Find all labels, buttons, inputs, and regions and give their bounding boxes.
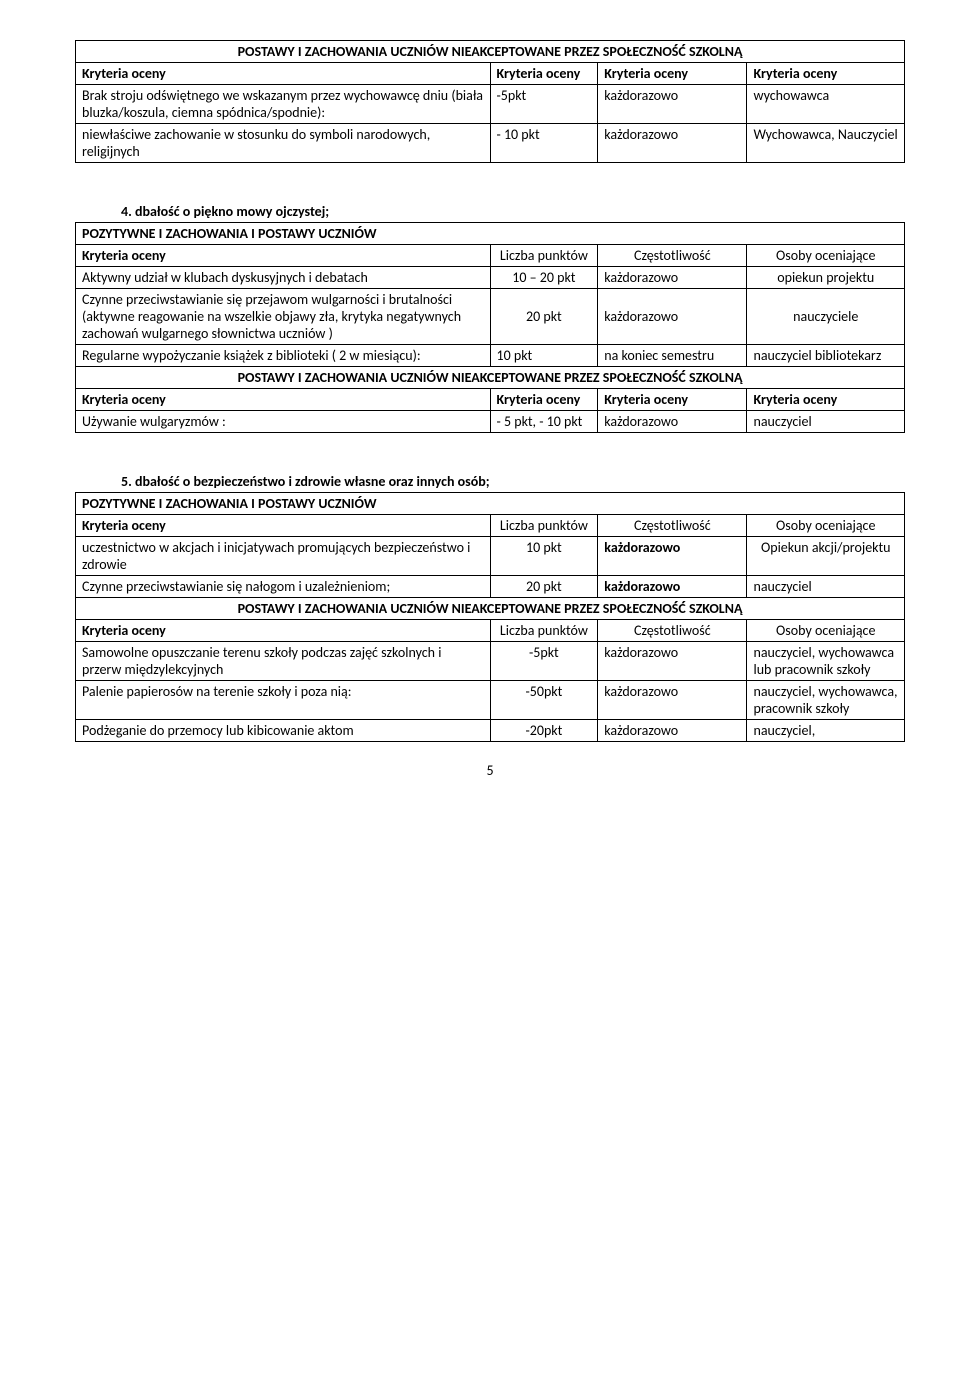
cell: Częstotliwość xyxy=(598,245,747,267)
table-row: Brak stroju odświętnego we wskazanym prz… xyxy=(76,85,905,124)
table1-h2: Kryteria oceny xyxy=(490,63,598,85)
cell: Kryteria oceny xyxy=(76,389,491,411)
table1-title: POSTAWY I ZACHOWANIA UCZNIÓW NIEAKCEPTOW… xyxy=(76,41,905,63)
cell: Opiekun akcji/projektu xyxy=(747,537,905,576)
cell: Osoby oceniające xyxy=(747,245,905,267)
cell: Liczba punktów xyxy=(490,620,598,642)
cell: -5pkt xyxy=(490,85,598,124)
cell: Czynne przeciwstawianie się nałogom i uz… xyxy=(76,576,491,598)
table-row: niewłaściwe zachowanie w stosunku do sym… xyxy=(76,124,905,163)
cell: Kryteria oceny xyxy=(76,245,491,267)
cell: - 10 pkt xyxy=(490,124,598,163)
section4-neg-title: POSTAWY I ZACHOWANIA UCZNIÓW NIEAKCEPTOW… xyxy=(76,367,905,389)
cell: Osoby oceniające xyxy=(747,620,905,642)
cell: na koniec semestru xyxy=(598,345,747,367)
cell: Częstotliwość xyxy=(598,515,747,537)
cell: każdorazowo xyxy=(598,681,747,720)
cell: nauczyciele xyxy=(747,289,905,345)
table1-h4: Kryteria oceny xyxy=(747,63,905,85)
cell: Kryteria oceny xyxy=(598,389,747,411)
cell: niewłaściwe zachowanie w stosunku do sym… xyxy=(76,124,491,163)
table-row: Palenie papierosów na terenie szkoły i p… xyxy=(76,681,905,720)
table-row: Aktywny udział w klubach dyskusyjnych i … xyxy=(76,267,905,289)
cell: każdorazowo xyxy=(598,537,747,576)
cell: Kryteria oceny xyxy=(490,389,598,411)
cell: 20 pkt xyxy=(490,289,598,345)
cell: Regularne wypożyczanie książek z bibliot… xyxy=(76,345,491,367)
cell: nauczyciel xyxy=(747,411,905,433)
table1-h3: Kryteria oceny xyxy=(598,63,747,85)
cell: Palenie papierosów na terenie szkoły i p… xyxy=(76,681,491,720)
table-row: Regularne wypożyczanie książek z bibliot… xyxy=(76,345,905,367)
cell: 10 – 20 pkt xyxy=(490,267,598,289)
cell: Brak stroju odświętnego we wskazanym prz… xyxy=(76,85,491,124)
cell: opiekun projektu xyxy=(747,267,905,289)
cell: 10 pkt xyxy=(490,537,598,576)
table1-negative: POSTAWY I ZACHOWANIA UCZNIÓW NIEAKCEPTOW… xyxy=(75,40,905,163)
cell: Liczba punktów xyxy=(490,245,598,267)
table-row: uczestnictwo w akcjach i inicjatywach pr… xyxy=(76,537,905,576)
cell: nauczyciel xyxy=(747,576,905,598)
table1-h1: Kryteria oceny xyxy=(76,63,491,85)
cell: każdorazowo xyxy=(598,576,747,598)
cell: nauczyciel, wychowawca, pracownik szkoły xyxy=(747,681,905,720)
cell: Kryteria oceny xyxy=(76,620,491,642)
cell: -20pkt xyxy=(490,720,598,742)
cell: Wychowawca, Nauczyciel xyxy=(747,124,905,163)
table-row: Czynne przeciwstawianie się przejawom wu… xyxy=(76,289,905,345)
cell: każdorazowo xyxy=(598,289,747,345)
cell: każdorazowo xyxy=(598,124,747,163)
cell: uczestnictwo w akcjach i inicjatywach pr… xyxy=(76,537,491,576)
cell: -50pkt xyxy=(490,681,598,720)
cell: 10 pkt xyxy=(490,345,598,367)
cell: Kryteria oceny xyxy=(747,389,905,411)
cell: nauczyciel bibliotekarz xyxy=(747,345,905,367)
cell: Podżeganie do przemocy lub kibicowanie a… xyxy=(76,720,491,742)
cell: Aktywny udział w klubach dyskusyjnych i … xyxy=(76,267,491,289)
cell: Czynne przeciwstawianie się przejawom wu… xyxy=(76,289,491,345)
section4-table: POZYTYWNE I ZACHOWANIA I POSTAWY UCZNIÓW… xyxy=(75,222,905,433)
table-row: Czynne przeciwstawianie się nałogom i uz… xyxy=(76,576,905,598)
cell: -5pkt xyxy=(490,642,598,681)
cell: każdorazowo xyxy=(598,411,747,433)
cell: Używanie wulgaryzmów : xyxy=(76,411,491,433)
cell: nauczyciel, wychowawca lub pracownik szk… xyxy=(747,642,905,681)
cell: Liczba punktów xyxy=(490,515,598,537)
table-row: Podżeganie do przemocy lub kibicowanie a… xyxy=(76,720,905,742)
section5-neg-title: POSTAWY I ZACHOWANIA UCZNIÓW NIEAKCEPTOW… xyxy=(76,598,905,620)
cell: Kryteria oceny xyxy=(76,515,491,537)
cell: Samowolne opuszczanie terenu szkoły podc… xyxy=(76,642,491,681)
cell: każdorazowo xyxy=(598,267,747,289)
table-row: Samowolne opuszczanie terenu szkoły podc… xyxy=(76,642,905,681)
section4-pos-title: POZYTYWNE I ZACHOWANIA I POSTAWY UCZNIÓW xyxy=(76,223,905,245)
cell: 20 pkt xyxy=(490,576,598,598)
section4-heading: 4. dbałość o piękno mowy ojczystej; xyxy=(115,203,905,220)
table-row: Używanie wulgaryzmów : - 5 pkt, - 10 pkt… xyxy=(76,411,905,433)
cell: każdorazowo xyxy=(598,85,747,124)
section5-table: POZYTYWNE I ZACHOWANIA I POSTAWY UCZNIÓW… xyxy=(75,492,905,742)
cell: - 5 pkt, - 10 pkt xyxy=(490,411,598,433)
section5-heading: 5. dbałość o bezpieczeństwo i zdrowie wł… xyxy=(115,473,905,490)
page-number: 5 xyxy=(75,762,905,779)
cell: Osoby oceniające xyxy=(747,515,905,537)
cell: nauczyciel, xyxy=(747,720,905,742)
section5-pos-title: POZYTYWNE I ZACHOWANIA I POSTAWY UCZNIÓW xyxy=(76,493,905,515)
cell: każdorazowo xyxy=(598,720,747,742)
cell: Częstotliwość xyxy=(598,620,747,642)
cell: wychowawca xyxy=(747,85,905,124)
cell: każdorazowo xyxy=(598,642,747,681)
